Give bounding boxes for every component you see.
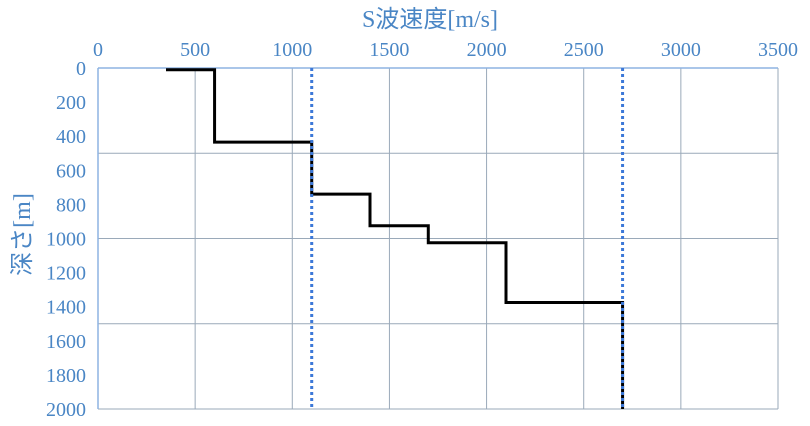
y-tick-label: 1200 xyxy=(46,263,86,285)
y-tick-label: 1400 xyxy=(46,297,86,319)
x-tick-label: 3500 xyxy=(758,39,798,61)
y-tick-label: 1600 xyxy=(46,331,86,353)
x-tick-label: 1000 xyxy=(272,39,312,61)
y-tick-label: 200 xyxy=(56,92,86,114)
series xyxy=(166,68,625,409)
y-axis-title: 深さ[m] xyxy=(9,193,36,276)
y-tick-label: 1000 xyxy=(46,229,86,251)
y-tick-label: 400 xyxy=(56,126,86,148)
y-tick-label: 2000 xyxy=(46,399,86,421)
x-axis-title: S波速度[m/s] xyxy=(362,6,498,33)
y-tick-label: 600 xyxy=(56,160,86,182)
axes xyxy=(97,67,778,409)
grid xyxy=(98,68,779,410)
x-tick-label: 500 xyxy=(180,39,210,61)
x-tick-label: 3000 xyxy=(661,39,701,61)
y-tick-label: 800 xyxy=(56,194,86,216)
y-tick-label: 1800 xyxy=(46,365,86,387)
x-tick-label: 2000 xyxy=(467,39,507,61)
y-tick-label: 0 xyxy=(76,58,86,80)
y-tick-labels: 0 200 400 600 800 1000 1200 1400 1600 1800 2000 xyxy=(46,58,86,421)
x-tick-label: 2500 xyxy=(564,39,604,61)
x-tick-labels: 0 500 1000 1500 2000 2500 3000 3500 xyxy=(93,39,798,61)
velocity-profile-line xyxy=(166,68,625,409)
x-tick-label: 0 xyxy=(93,39,103,61)
x-tick-label: 1500 xyxy=(369,39,409,61)
